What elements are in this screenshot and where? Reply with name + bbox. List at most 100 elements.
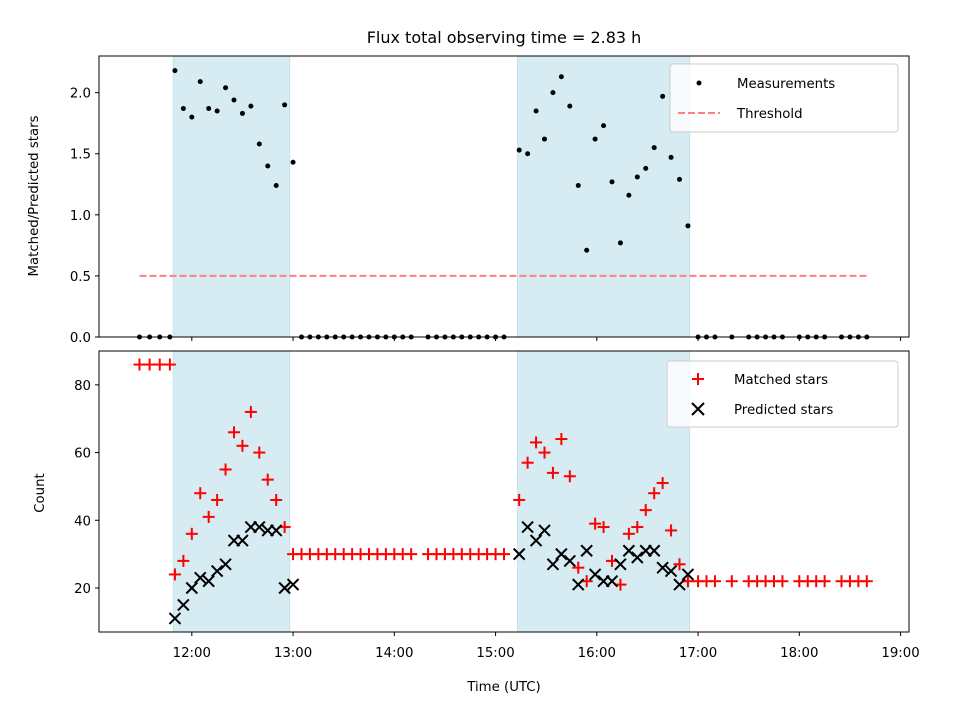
bot-series-0-point-45 — [530, 436, 543, 449]
bot-series-0-point-46 — [538, 446, 551, 459]
legend-marker-matched — [692, 373, 704, 385]
top-series-0-point-8 — [206, 106, 212, 112]
x-axis-label: Time (UTC) — [466, 680, 541, 695]
bottom-legend: Matched stars Predicted stars — [666, 360, 899, 428]
bot-series-1-point-23 — [580, 544, 593, 557]
x-tick-label-2: 14:00 — [375, 646, 413, 661]
top-series-0-point-53 — [601, 123, 607, 129]
bot-series-1-point-16 — [521, 520, 534, 534]
top-series-0-point-45 — [533, 108, 539, 114]
bot-series-1-point-32 — [656, 561, 669, 574]
bot-series-1-point-15 — [512, 547, 526, 561]
top-shaded-interval-0 — [172, 55, 291, 338]
x-tick-label-1: 13:00 — [274, 646, 312, 661]
top-series-0-point-50 — [575, 183, 581, 189]
bot-series-0-point-13 — [244, 405, 257, 418]
x-tick-label-4: 16:00 — [578, 646, 616, 661]
top-legend: Measurements Threshold — [669, 63, 899, 133]
top-series-0-point-59 — [651, 145, 657, 151]
top-y-axis-label: Matched/Predicted stars — [27, 115, 42, 276]
bot-series-1-point-22 — [572, 578, 585, 591]
top-series-0-point-62 — [677, 176, 682, 182]
bot-series-1-point-12 — [269, 524, 283, 537]
bot-series-0-point-11 — [228, 426, 240, 439]
bot-series-1-point-20 — [555, 547, 568, 561]
bot-series-0-point-8 — [202, 510, 215, 523]
bot-series-0-point-2 — [153, 358, 166, 371]
bot-y-tick-label-0: 20 — [74, 582, 91, 597]
bot-series-1-point-26 — [605, 575, 619, 588]
bot-series-0-point-53 — [597, 521, 610, 534]
bot-series-0-point-9 — [211, 493, 224, 506]
bot-series-0-point-49 — [563, 470, 576, 483]
top-series-0-point-13 — [248, 103, 254, 109]
top-data-layer — [137, 68, 870, 340]
bot-series-0-point-14 — [253, 446, 266, 459]
bot-series-1-point-10 — [253, 520, 266, 534]
top-legend-box — [669, 63, 899, 133]
bot-series-0-point-60 — [656, 477, 669, 490]
bot-series-0-point-50 — [572, 561, 585, 574]
x-tick-label-3: 15:00 — [476, 646, 514, 661]
bottom-shaded-intervals — [172, 350, 691, 633]
bot-series-1-point-31 — [647, 544, 661, 557]
top-series-0-point-56 — [626, 192, 632, 198]
top-series-0-point-49 — [567, 103, 573, 109]
legend-label-predicted: Predicted stars — [734, 403, 833, 418]
bot-shaded-interval-1 — [517, 350, 691, 633]
bot-series-0-point-44 — [521, 456, 534, 469]
bot-series-0-point-61 — [665, 524, 678, 537]
bot-series-1-point-8 — [236, 534, 249, 547]
bot-y-tick-label-2: 60 — [74, 447, 91, 462]
chart-title: Flux total observing time = 2.83 h — [367, 28, 642, 47]
bot-series-0-point-0 — [133, 358, 146, 371]
top-series-0-point-58 — [643, 165, 649, 171]
x-tick-label-5: 17:00 — [679, 646, 717, 661]
bot-series-1-point-34 — [673, 578, 686, 591]
bot-series-0-point-58 — [639, 504, 652, 517]
legend-marker-measurements — [696, 80, 702, 86]
top-series-0-point-47 — [550, 90, 556, 96]
top-series-0-point-43 — [516, 147, 522, 153]
bot-series-1-point-17 — [529, 534, 543, 547]
bot-series-0-point-72 — [776, 575, 789, 588]
bot-series-0-point-67 — [725, 575, 738, 588]
top-series-0-point-54 — [609, 179, 615, 185]
bot-series-0-point-48 — [555, 433, 568, 446]
x-tick-label-6: 18:00 — [780, 646, 818, 661]
bot-series-0-point-6 — [185, 527, 198, 540]
bot-series-0-point-59 — [648, 487, 661, 500]
bot-series-0-point-3 — [163, 358, 176, 371]
top-y-tick-label-2: 1.0 — [70, 209, 91, 224]
legend-label-threshold: Threshold — [736, 107, 803, 122]
top-series-0-point-48 — [558, 74, 564, 80]
top-y-tick-label-1: 0.5 — [70, 270, 91, 285]
bot-y-tick-label-3: 80 — [74, 379, 91, 394]
top-series-0-point-17 — [282, 102, 288, 108]
bot-series-0-point-10 — [219, 463, 232, 476]
bot-series-0-point-76 — [818, 575, 831, 588]
bot-series-0-point-62 — [673, 558, 686, 571]
bot-series-1-point-28 — [622, 544, 636, 557]
top-axes-frame — [98, 55, 910, 338]
bot-series-1-point-35 — [681, 568, 695, 581]
top-series-0-point-5 — [180, 106, 186, 112]
top-series-0-point-15 — [265, 163, 271, 169]
top-shaded-intervals — [172, 55, 691, 338]
legend-label-measurements: Measurements — [737, 77, 835, 92]
top-series-0-point-44 — [525, 151, 531, 157]
bot-series-0-point-43 — [513, 493, 526, 506]
bottom-x-ticks: 12:00 13:00 14:00 15:00 16:00 17:00 18:00 19:00 — [173, 632, 920, 661]
bot-series-0-point-4 — [168, 568, 181, 581]
bot-series-1-point-6 — [219, 558, 232, 571]
legend-label-matched: Matched stars — [734, 373, 828, 388]
bot-series-1-point-3 — [194, 571, 207, 585]
bot-series-1-point-0 — [168, 612, 182, 625]
bottom-data-layer — [133, 358, 873, 625]
bot-series-1-point-4 — [202, 575, 215, 588]
bot-series-0-point-66 — [708, 575, 721, 588]
top-y-tick-label-0: 0.0 — [70, 331, 91, 346]
top-series-0-point-51 — [584, 247, 590, 253]
top-series-0-point-6 — [189, 114, 195, 120]
